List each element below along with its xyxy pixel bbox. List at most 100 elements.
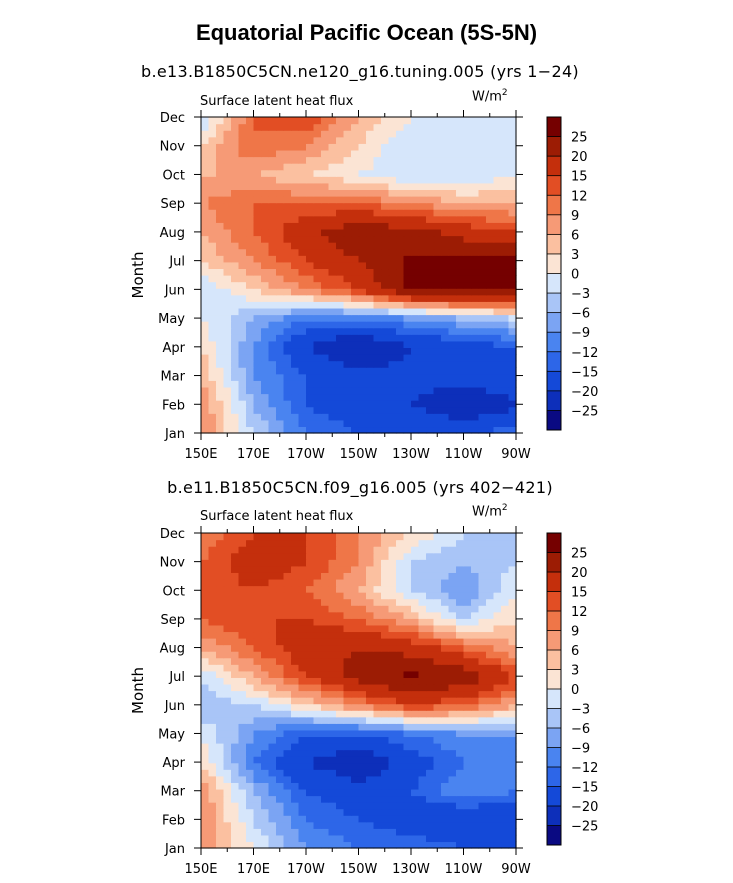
heatmap-cell bbox=[486, 775, 495, 783]
heatmap-cell bbox=[411, 716, 420, 724]
heatmap-cell bbox=[223, 815, 232, 823]
heatmap-cell bbox=[201, 360, 210, 368]
heatmap-cell bbox=[231, 242, 240, 250]
heatmap-cell bbox=[448, 222, 457, 230]
heatmap-cell bbox=[216, 762, 225, 770]
heatmap-cell bbox=[493, 307, 502, 316]
heatmap-cell bbox=[261, 572, 270, 580]
heatmap-cell bbox=[396, 327, 405, 335]
heatmap-cell bbox=[418, 248, 427, 256]
heatmap-cell bbox=[298, 598, 307, 606]
y-tick-label: Nov bbox=[160, 556, 186, 571]
heatmap-cell bbox=[358, 215, 367, 223]
heatmap-cell bbox=[246, 156, 255, 164]
heatmap-cell bbox=[276, 235, 285, 243]
heatmap-cell bbox=[313, 592, 322, 600]
heatmap-cell bbox=[321, 611, 330, 619]
heatmap-cell bbox=[276, 275, 285, 283]
y-tick-label: Dec bbox=[160, 527, 185, 542]
heatmap-cell bbox=[456, 143, 465, 151]
heatmap-cell bbox=[216, 644, 225, 652]
heatmap-cell bbox=[471, 657, 480, 665]
heatmap-cell bbox=[238, 419, 247, 428]
heatmap-cell bbox=[508, 677, 517, 685]
heatmap-cell bbox=[253, 736, 262, 744]
heatmap-cell bbox=[433, 307, 442, 316]
heatmap-cell bbox=[216, 130, 225, 138]
heatmap-cell bbox=[366, 677, 375, 685]
heatmap-cell bbox=[336, 294, 345, 302]
heatmap-cell bbox=[253, 307, 262, 316]
heatmap-cell bbox=[396, 736, 405, 744]
heatmap-cell bbox=[246, 723, 255, 731]
heatmap-cell bbox=[351, 360, 360, 368]
heatmap-cell bbox=[493, 533, 502, 541]
heatmap-cell bbox=[313, 354, 322, 362]
heatmap-cell bbox=[426, 546, 435, 554]
heatmap-cell bbox=[396, 762, 405, 770]
heatmap-cell bbox=[343, 314, 352, 322]
heatmap-cell bbox=[358, 248, 367, 256]
heatmap-cell bbox=[463, 834, 472, 843]
heatmap-cell bbox=[501, 261, 510, 270]
heatmap-cell bbox=[238, 373, 247, 381]
heatmap-cell bbox=[313, 795, 322, 803]
heatmap-cell bbox=[396, 156, 405, 164]
heatmap-cell bbox=[486, 117, 495, 125]
heatmap-cell bbox=[208, 307, 217, 316]
heatmap-cell bbox=[291, 373, 300, 381]
heatmap-cell bbox=[291, 294, 300, 302]
heatmap-cell bbox=[486, 314, 495, 322]
heatmap-cell bbox=[283, 605, 292, 613]
heatmap-cell bbox=[366, 373, 375, 381]
heatmap-cell bbox=[396, 631, 405, 639]
heatmap-cell bbox=[456, 729, 465, 738]
heatmap-cell bbox=[478, 651, 487, 659]
heatmap-cell bbox=[388, 222, 397, 230]
heatmap-cell bbox=[201, 644, 210, 652]
heatmap-cell bbox=[223, 419, 232, 428]
heatmap-cell bbox=[366, 130, 375, 138]
heatmap-cell bbox=[381, 821, 390, 829]
heatmap-cell bbox=[508, 782, 517, 790]
heatmap-cell bbox=[336, 546, 345, 554]
heatmap-cell bbox=[201, 703, 210, 711]
heatmap-cell bbox=[463, 592, 472, 600]
heatmap-cell bbox=[486, 736, 495, 744]
heatmap-cell bbox=[208, 130, 217, 138]
heatmap-cell bbox=[261, 808, 270, 816]
heatmap-cell bbox=[201, 123, 210, 131]
heatmap-cell bbox=[246, 697, 255, 705]
heatmap-cell bbox=[283, 716, 292, 724]
heatmap-cell bbox=[403, 539, 412, 547]
heatmap-cell bbox=[201, 156, 210, 164]
heatmap-cell bbox=[411, 393, 420, 401]
heatmap-cell bbox=[508, 373, 517, 381]
heatmap-cell bbox=[448, 261, 457, 270]
heatmap-cell bbox=[418, 670, 427, 678]
heatmap-cell bbox=[381, 228, 390, 237]
heatmap-cell bbox=[261, 644, 270, 652]
heatmap-cell bbox=[238, 294, 247, 302]
heatmap-cell bbox=[238, 301, 247, 309]
heatmap-cell bbox=[351, 624, 360, 633]
heatmap-cell bbox=[418, 294, 427, 302]
heatmap-cell bbox=[231, 539, 240, 547]
heatmap-cell bbox=[238, 611, 247, 619]
heatmap-cell bbox=[216, 815, 225, 823]
heatmap-cell bbox=[418, 598, 427, 606]
heatmap-cell bbox=[328, 130, 337, 138]
heatmap-cell bbox=[298, 228, 307, 237]
heatmap-cell bbox=[463, 743, 472, 751]
heatmap-cell bbox=[448, 657, 457, 665]
heatmap-cell bbox=[223, 841, 232, 849]
heatmap-cell bbox=[501, 572, 510, 580]
heatmap-cell bbox=[261, 664, 270, 672]
heatmap-cell bbox=[358, 182, 367, 191]
heatmap-cell bbox=[313, 716, 322, 724]
heatmap-cell bbox=[418, 413, 427, 421]
heatmap-cell bbox=[261, 539, 270, 547]
heatmap-cell bbox=[208, 729, 217, 738]
heatmap-cell bbox=[336, 670, 345, 678]
heatmap-cell bbox=[388, 657, 397, 665]
